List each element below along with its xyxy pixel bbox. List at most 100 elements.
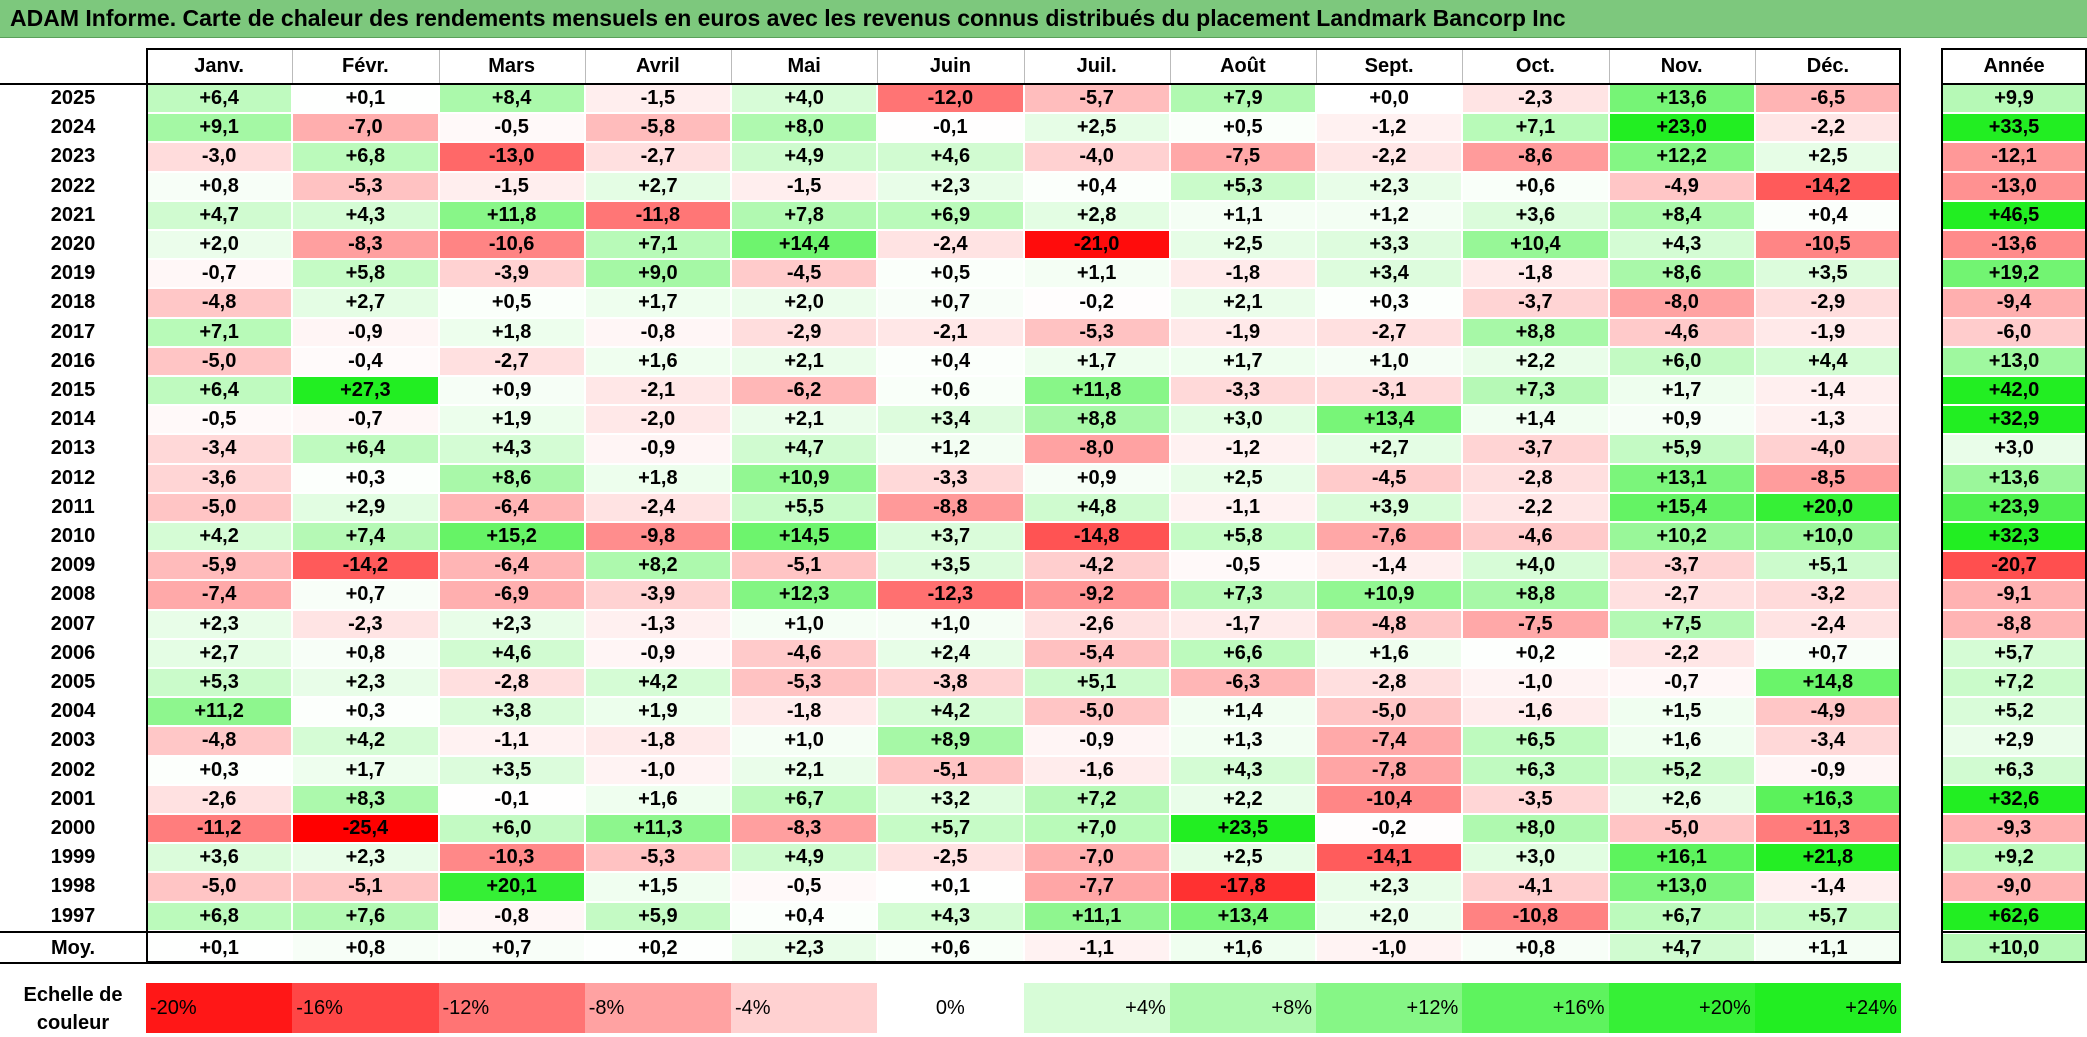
- heatmap-cell: +2,0: [147, 231, 292, 259]
- heatmap-cell: +8,4: [1609, 201, 1754, 229]
- heatmap-cell: -5,0: [147, 873, 292, 901]
- heatmap-cell: -1,1: [1170, 493, 1315, 521]
- heatmap-cell: -11,2: [147, 815, 292, 843]
- heatmap-cell: +0,1: [293, 85, 438, 113]
- heatmap-cell: +0,9: [1024, 464, 1169, 492]
- heatmap-cell: +7,8: [732, 201, 877, 229]
- annual-cell: +6,3: [1942, 756, 2086, 784]
- heatmap-cell: +1,6: [585, 347, 730, 375]
- heatmap-cell: -0,5: [439, 114, 584, 142]
- year-label: 2003: [50, 729, 96, 752]
- heatmap-cell: -0,7: [1609, 669, 1754, 697]
- annual-cell: +23,9: [1942, 493, 2086, 521]
- heatmap-cell: +2,1: [732, 406, 877, 434]
- heatmap-cell: +16,1: [1609, 844, 1754, 872]
- average-cell: +0,8: [1463, 933, 1608, 962]
- heatmap-cell: +4,6: [439, 639, 584, 667]
- heatmap-cell: -2,3: [1463, 85, 1608, 113]
- heatmap-cell: +0,5: [1170, 114, 1315, 142]
- heatmap-cell: -5,3: [1024, 318, 1169, 346]
- average-cell: +0,2: [585, 933, 730, 962]
- heatmap-cell: +7,0: [1024, 815, 1169, 843]
- heatmap-cell: +3,7: [878, 523, 1023, 551]
- heatmap-cell: -8,8: [878, 493, 1023, 521]
- annual-cell: +13,6: [1942, 464, 2086, 492]
- year-label: 2020: [50, 233, 96, 255]
- heatmap-cell: +14,4: [732, 231, 877, 259]
- heatmap-cell: +6,6: [1170, 639, 1315, 667]
- heatmap-cell: -11,3: [1755, 815, 1900, 843]
- heatmap-cell: +7,3: [1463, 377, 1608, 405]
- heatmap-cell: +1,2: [878, 435, 1023, 463]
- heatmap-cell: -5,4: [1024, 639, 1169, 667]
- annual-cell: -13,6: [1942, 231, 2086, 259]
- heatmap-cell: +6,7: [1609, 902, 1754, 930]
- heatmap-cell: -4,6: [1463, 523, 1608, 551]
- heatmap-cell: -2,7: [585, 143, 730, 171]
- heatmap-cell: -12,3: [878, 581, 1023, 609]
- heatmap-cell: +4,8: [1024, 493, 1169, 521]
- heatmap-cell: +4,7: [147, 201, 292, 229]
- heatmap-cell: -3,9: [439, 260, 584, 288]
- heatmap-cell: -2,6: [1024, 610, 1169, 638]
- color-scale-swatch: +12%: [1316, 983, 1463, 1033]
- heatmap-cell: +7,1: [147, 318, 292, 346]
- heatmap-cell: -2,4: [1755, 610, 1900, 638]
- heatmap-cell: +5,1: [1024, 669, 1169, 697]
- heatmap-cell: +0,2: [1463, 639, 1608, 667]
- heatmap-cell: +11,8: [439, 201, 584, 229]
- heatmap-cell: -2,7: [1609, 581, 1754, 609]
- heatmap-cell: -0,1: [878, 114, 1023, 142]
- column-header: Août: [1220, 55, 1266, 77]
- heatmap-cell: +3,5: [439, 756, 584, 784]
- year-label: 2018: [50, 291, 96, 314]
- heatmap-cell: +8,4: [439, 85, 584, 113]
- heatmap-cell: -2,4: [878, 231, 1023, 259]
- heatmap-cell: +2,3: [293, 669, 438, 697]
- heatmap-cell: -1,5: [732, 172, 877, 200]
- heatmap-cell: +2,3: [1317, 873, 1462, 901]
- color-scale-swatch: -20%: [146, 983, 293, 1033]
- year-label: 2014: [50, 408, 96, 431]
- column-divider: [1462, 50, 1464, 83]
- annual-cell: +2,9: [1942, 727, 2086, 755]
- heatmap-cell: +5,8: [1170, 523, 1315, 551]
- heatmap-cell: -8,5: [1755, 464, 1900, 492]
- heatmap-cell: +1,9: [439, 406, 584, 434]
- heatmap-cell: -1,6: [1463, 698, 1608, 726]
- heatmap-cell: -3,7: [1463, 435, 1608, 463]
- color-scale-label: Echelle de couleur: [0, 981, 146, 1035]
- color-scale-swatch: +20%: [1608, 983, 1755, 1033]
- heatmap-cell: +1,3: [1170, 727, 1315, 755]
- heatmap-cell: +0,3: [293, 464, 438, 492]
- year-label: 2021: [50, 203, 96, 226]
- heatmap-cell: -14,8: [1024, 523, 1169, 551]
- average-cell: -1,1: [1024, 933, 1169, 962]
- heatmap-cell: +14,8: [1755, 669, 1900, 697]
- heatmap-cell: -6,9: [439, 581, 584, 609]
- heatmap-cell: -5,1: [293, 873, 438, 901]
- year-label: 2017: [50, 320, 96, 343]
- heatmap-cell: +2,7: [293, 289, 438, 317]
- heatmap-cell: +2,1: [732, 756, 877, 784]
- heatmap-cell: +2,7: [147, 639, 292, 667]
- heatmap-cell: +1,2: [1317, 201, 1462, 229]
- annual-cell: -8,8: [1942, 610, 2086, 638]
- heatmap-cell: +5,9: [1609, 435, 1754, 463]
- average-cell: +0,1: [147, 933, 292, 962]
- heatmap-cell: +3,6: [1463, 201, 1608, 229]
- heatmap-cell: +2,1: [1170, 289, 1315, 317]
- heatmap-cell: -2,4: [585, 493, 730, 521]
- heatmap-cell: +8,6: [1609, 260, 1754, 288]
- year-label: 2004: [50, 700, 96, 723]
- heatmap-cell: +0,4: [878, 347, 1023, 375]
- heatmap-cell: +3,9: [1317, 493, 1462, 521]
- heatmap-cell: -10,6: [439, 231, 584, 259]
- heatmap-cell: +8,6: [439, 464, 584, 492]
- year-label: 2025: [50, 87, 96, 109]
- annual-cell: -13,0: [1942, 172, 2086, 200]
- heatmap-cell: -2,2: [1609, 639, 1754, 667]
- heatmap-cell: +13,0: [1609, 873, 1754, 901]
- heatmap-cell: -1,9: [1170, 318, 1315, 346]
